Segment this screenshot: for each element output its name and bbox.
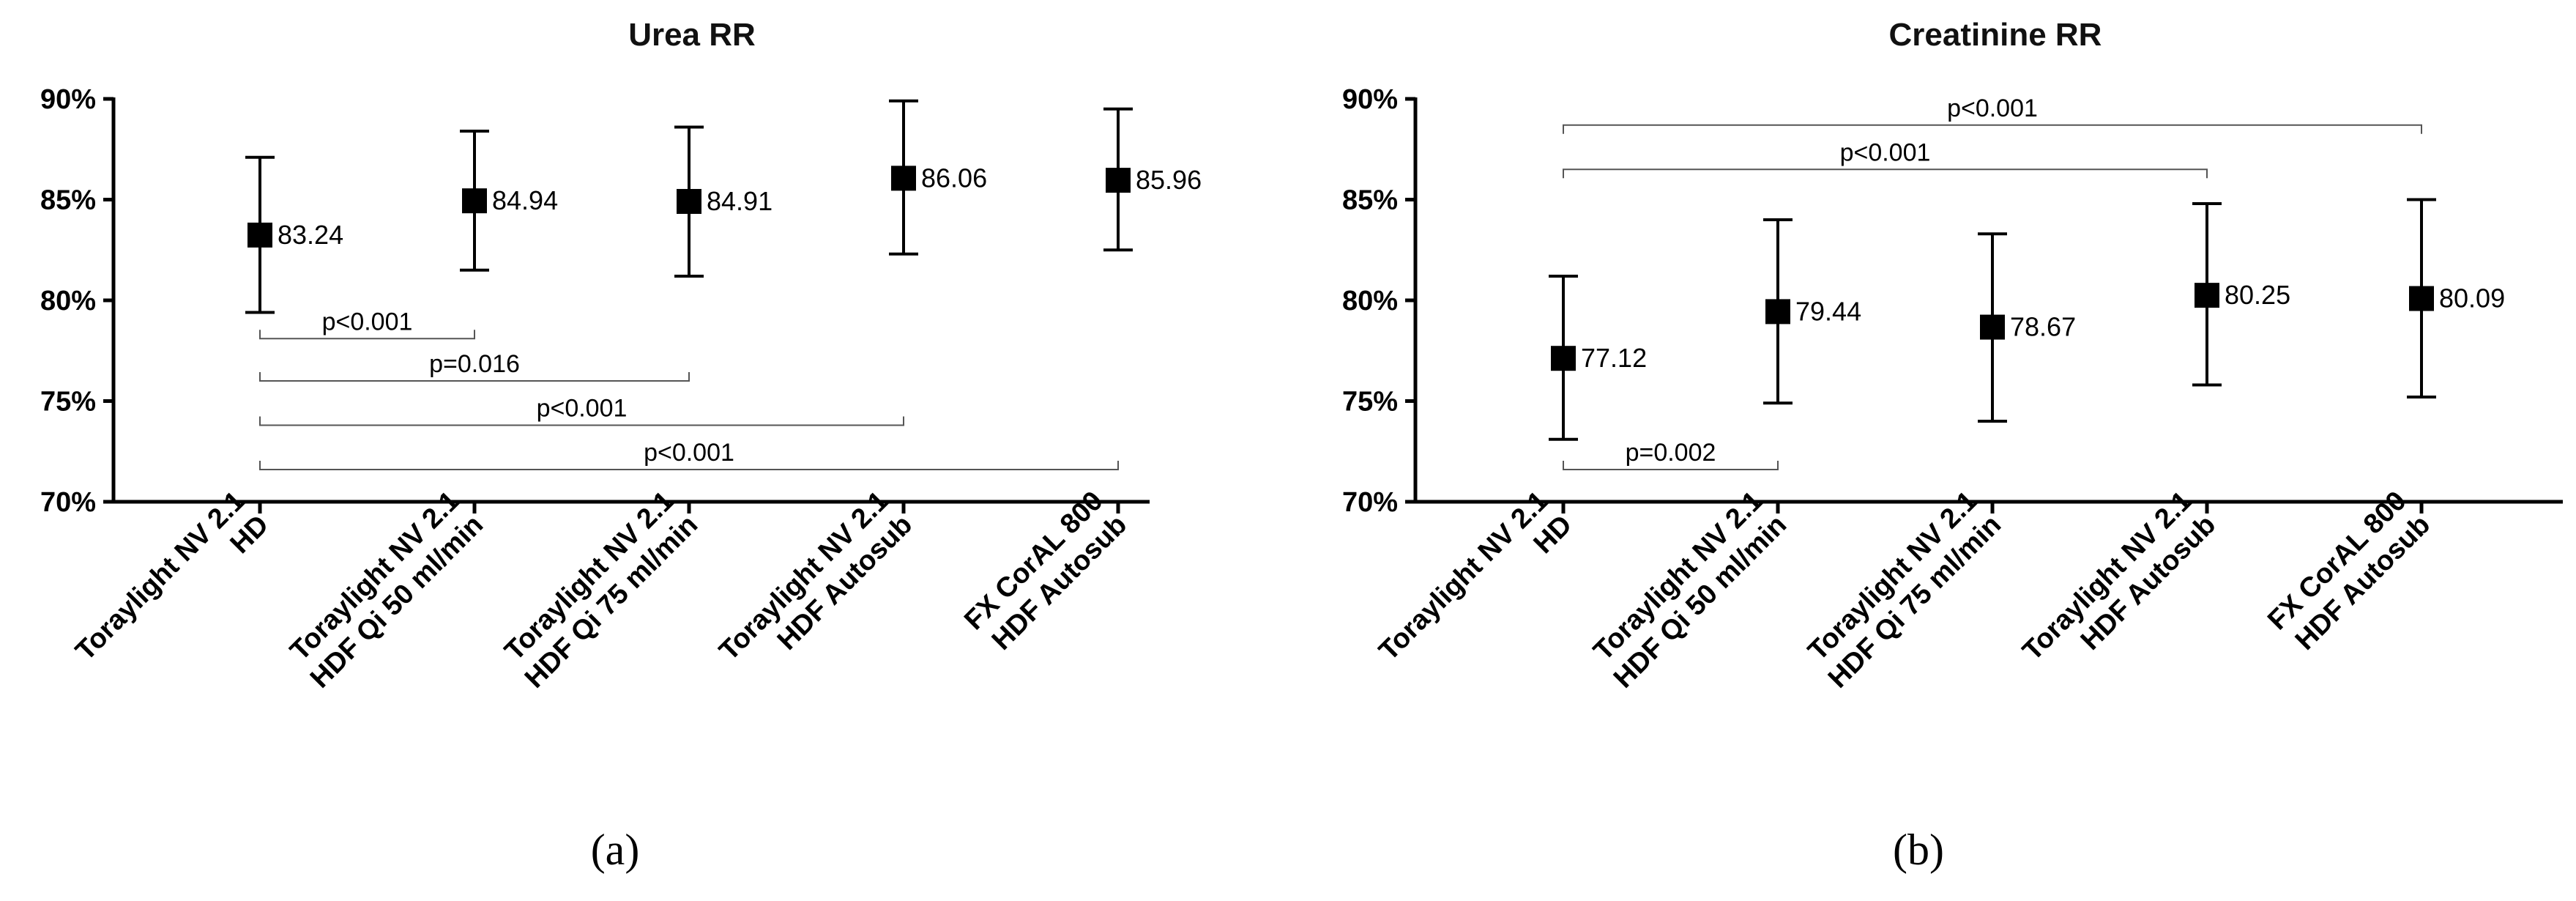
y-tick-label: 70% [1342, 487, 1398, 518]
data-point-marker [462, 188, 487, 214]
significance-bracket-line [1563, 124, 2422, 134]
p-value-label: p<0.001 [537, 395, 628, 423]
data-point-marker [1551, 346, 1576, 371]
data-value-label: 83.24 [278, 220, 343, 250]
data-value-label: 78.67 [2010, 312, 2076, 342]
p-value-label: p<0.001 [1947, 94, 2038, 122]
creatinine-rr-panel: Creatinine RR 70% 75% 80% 85% 90% Toraylight N… [1342, 17, 2563, 874]
significance-bracket: p<0.001 [259, 308, 475, 340]
p-value-label: p<0.001 [322, 308, 413, 335]
p-value-label: p<0.001 [644, 439, 734, 467]
data-value-label: 77.12 [1581, 343, 1647, 373]
significance-bracket: p<0.001 [259, 395, 904, 426]
x-category-line: Toraylight NV 2.1 [1373, 486, 1554, 667]
urea-rr-panel: Urea RR 70% 75% 80% 85% 90% Toraylight NV 2.1H… [40, 17, 1202, 874]
y-tick-label: 90% [40, 84, 96, 115]
significance-bracket-line [259, 372, 690, 382]
significance-bracket: p<0.001 [259, 439, 1119, 470]
significance-bracket-line [259, 461, 1119, 470]
data-point-marker [891, 166, 916, 191]
panel-caption: (b) [1893, 826, 1944, 874]
y-tick-label: 75% [40, 387, 96, 418]
chart-title: Creatinine RR [1889, 17, 2102, 53]
significance-bracket-line [1563, 461, 1779, 470]
data-point-marker [1765, 299, 1790, 325]
y-tick-label: 90% [1342, 84, 1398, 115]
data-value-label: 85.96 [1136, 165, 1202, 195]
significance-bracket-line [1563, 168, 2208, 179]
p-value-label: p=0.002 [1626, 439, 1716, 467]
data-point-marker [2195, 283, 2219, 308]
significance-bracket: p<0.001 [1563, 94, 2422, 134]
y-tick-label: 80% [1342, 286, 1398, 316]
data-value-label: 84.94 [492, 185, 558, 215]
y-tick-label: 85% [1342, 185, 1398, 216]
x-category-line: Toraylight NV 2.1 [70, 486, 250, 667]
p-value-label: p<0.001 [1840, 138, 1931, 166]
data-point-marker [1106, 168, 1131, 193]
data-point-marker [247, 222, 272, 248]
data-point-marker [2409, 286, 2434, 311]
y-tick-label: 85% [40, 185, 96, 216]
data-point-marker [1980, 314, 2005, 340]
p-value-label: p=0.016 [429, 350, 520, 378]
significance-bracket: p=0.016 [259, 350, 690, 382]
data-value-label: 80.09 [2439, 283, 2505, 314]
data-value-label: 86.06 [921, 163, 987, 193]
y-tick-label: 70% [40, 487, 96, 518]
data-point-marker [677, 188, 701, 214]
data-value-label: 84.91 [707, 186, 773, 216]
x-category-label: Toraylight NV 2.1HD [70, 486, 275, 667]
significance-bracket-line [259, 416, 904, 426]
x-category-label: Toraylight NV 2.1HD [1373, 486, 1578, 667]
data-value-label: 80.25 [2225, 280, 2290, 310]
y-tick-label: 75% [1342, 387, 1398, 418]
significance-bracket: p=0.002 [1563, 439, 1779, 470]
y-tick-label: 80% [40, 286, 96, 316]
significance-bracket-line [259, 330, 475, 340]
panel-caption: (a) [591, 826, 640, 874]
significance-bracket: p<0.001 [1563, 138, 2208, 179]
chart-title: Urea RR [628, 17, 756, 53]
data-value-label: 79.44 [1795, 296, 1861, 326]
